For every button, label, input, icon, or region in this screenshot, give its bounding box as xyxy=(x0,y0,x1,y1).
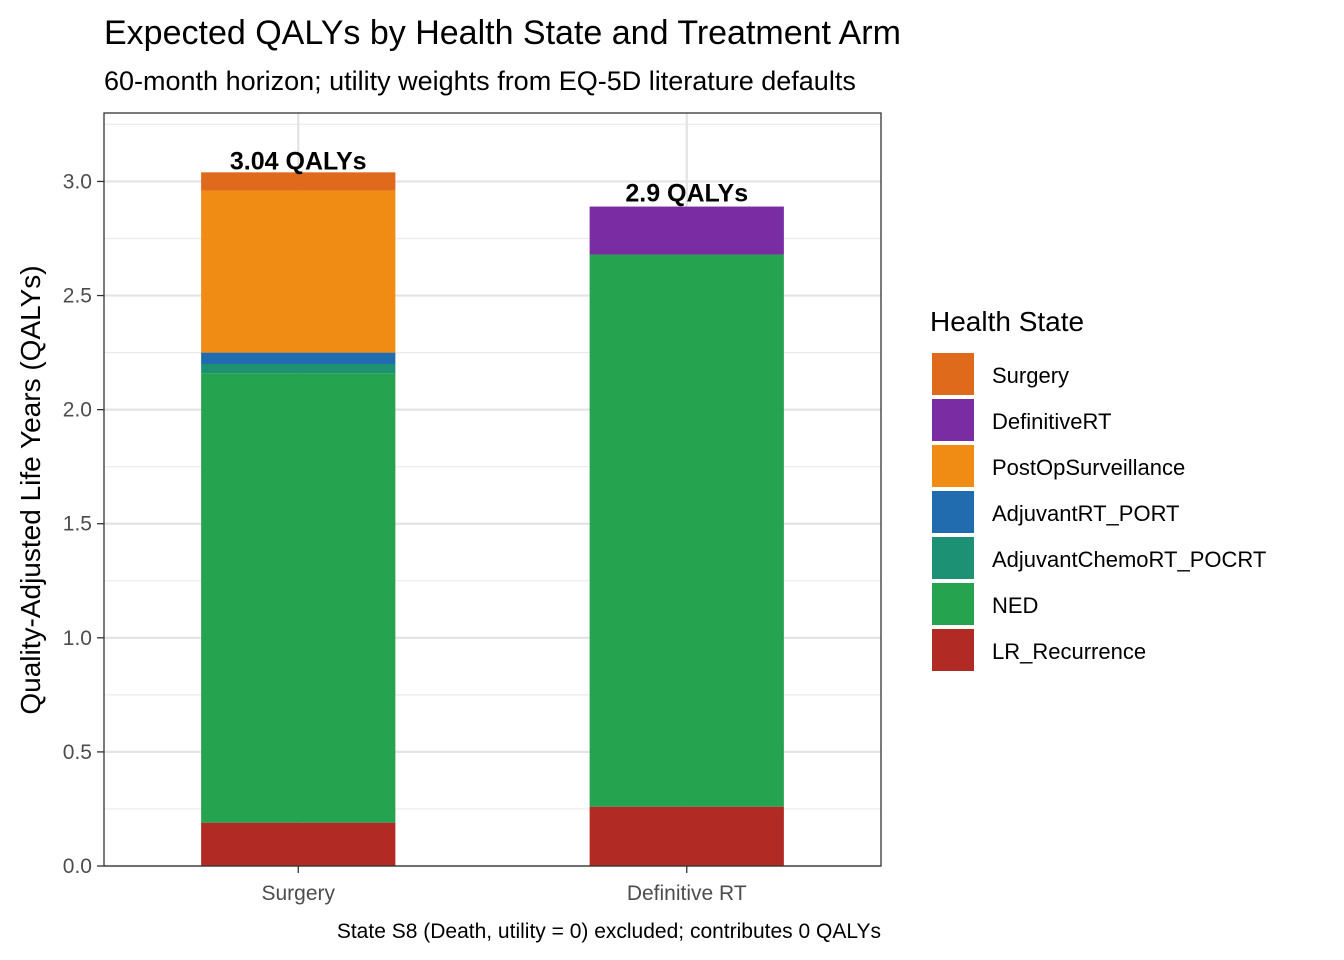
legend-swatch xyxy=(932,583,974,625)
legend-label: Surgery xyxy=(992,363,1069,388)
bar-segment-adjuvantchemort-pocrt-surgery xyxy=(201,364,396,374)
plot-panel: 3.04 QALYs 2.9 QALYs xyxy=(103,112,882,868)
legend-item-definitivert: DefinitiveRT xyxy=(932,399,1111,441)
legend-item-postopsurveillance: PostOpSurveillance xyxy=(932,445,1185,487)
bar-segment-lr-recurrence-definitive-rt xyxy=(589,806,784,866)
bar-segment-adjuvantrt-port-surgery xyxy=(201,352,396,364)
legend-label: AdjuvantRT_PORT xyxy=(992,501,1180,526)
legend-label: PostOpSurveillance xyxy=(992,455,1185,480)
bars xyxy=(201,172,784,866)
legend-label: AdjuvantChemoRT_POCRT xyxy=(992,547,1266,572)
bar-segment-definitivert-definitive-rt xyxy=(589,206,784,255)
legend-item-adjuvantchemort-pocrt: AdjuvantChemoRT_POCRT xyxy=(932,537,1266,579)
x-axis: Surgery Definitive RT xyxy=(261,866,747,905)
legend-swatch xyxy=(932,353,974,395)
plot-border xyxy=(103,112,882,867)
legend-title: Health State xyxy=(930,306,1084,337)
bar-segment-lr-recurrence-surgery xyxy=(201,822,396,866)
legend-swatch xyxy=(932,399,974,441)
legend-item-ned: NED xyxy=(932,583,1038,625)
y-tick-label: 1.0 xyxy=(63,627,92,650)
legend-swatch xyxy=(932,491,974,533)
chart-subtitle: 60-month horizon; utility weights from E… xyxy=(104,66,856,96)
total-label: 3.04 QALYs xyxy=(230,147,367,175)
legend-label: LR_Recurrence xyxy=(992,639,1146,664)
y-tick-label: 1.5 xyxy=(63,513,92,536)
chart-title: Expected QALYs by Health State and Treat… xyxy=(104,14,901,52)
y-tick-label: 2.0 xyxy=(63,399,92,422)
x-tick-label: Surgery xyxy=(261,882,335,905)
y-tick-label: 0.0 xyxy=(63,855,92,878)
total-label: 2.9 QALYs xyxy=(625,179,748,207)
legend: Health State Surgery DefinitiveRT PostOpSu… xyxy=(930,306,1266,671)
y-tick-label: 2.5 xyxy=(63,285,92,308)
legend-swatch xyxy=(932,445,974,487)
legend-swatch xyxy=(932,537,974,579)
legend-item-surgery: Surgery xyxy=(932,353,1069,395)
total-labels: 3.04 QALYs 2.9 QALYs xyxy=(230,147,748,207)
bar-segment-ned-surgery xyxy=(201,373,396,823)
y-axis-title: Quality-Adjusted Life Years (QALYs) xyxy=(15,265,46,714)
legend-item-adjuvantrt-port: AdjuvantRT_PORT xyxy=(932,491,1180,533)
y-axis: 0.0 0.5 1.0 1.5 2.0 2.5 3.0 xyxy=(63,170,104,878)
legend-item-lr-recurrence: LR_Recurrence xyxy=(932,629,1146,671)
chart-caption: State S8 (Death, utility = 0) excluded; … xyxy=(337,920,881,943)
bar-segment-surgery-surgery xyxy=(201,172,396,191)
bar-segment-postopsurveillance-surgery xyxy=(201,190,396,353)
legend-label: DefinitiveRT xyxy=(992,409,1111,434)
y-tick-label: 3.0 xyxy=(63,170,92,193)
y-tick-label: 0.5 xyxy=(63,741,92,764)
x-tick-label: Definitive RT xyxy=(627,882,747,905)
legend-label: NED xyxy=(992,593,1038,618)
bar-segment-ned-definitive-rt xyxy=(589,254,784,807)
legend-swatch xyxy=(932,629,974,671)
